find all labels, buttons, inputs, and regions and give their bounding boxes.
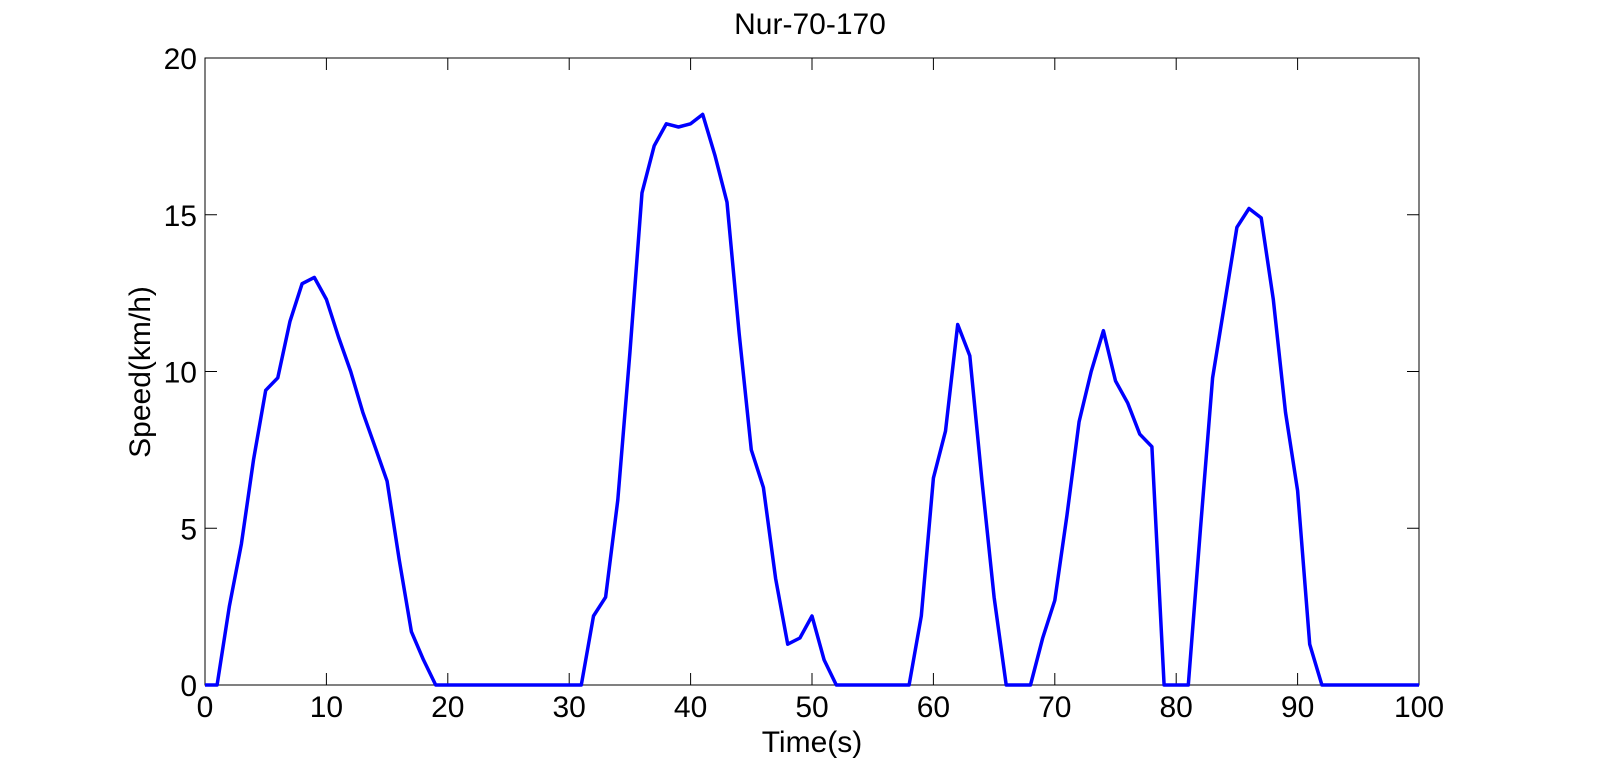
x-tick-label: 20: [431, 691, 464, 724]
y-axis: 0 5 10 15 20: [164, 43, 1419, 703]
x-tick-label: 60: [917, 691, 950, 724]
x-tick-label: 0: [197, 691, 214, 724]
x-tick-label: 100: [1394, 691, 1444, 724]
x-tick-label: 30: [553, 691, 586, 724]
plot-area: [204, 57, 1420, 686]
y-tick-label: 20: [164, 43, 197, 76]
series-layer: [205, 112, 1419, 687]
x-tick-label: 50: [795, 691, 828, 724]
x-tick-label: 90: [1281, 691, 1314, 724]
x-tick-label: 10: [310, 691, 343, 724]
chart-title: Nur-70-170: [734, 8, 886, 41]
y-tick-label: 0: [180, 670, 197, 703]
series-line: [205, 112, 1419, 687]
x-tick-label: 70: [1038, 691, 1071, 724]
y-tick-label: 15: [164, 200, 197, 233]
x-tick-label: 80: [1160, 691, 1193, 724]
x-tick-label: 40: [674, 691, 707, 724]
y-tick-label: 5: [180, 513, 197, 546]
x-axis: 0 10 20 30 40 50 60 70 80 90 100: [197, 58, 1444, 724]
x-axis-label: Time(s): [762, 726, 863, 759]
y-axis-label: Speed(km/h): [124, 286, 157, 458]
y-tick-label: 10: [164, 357, 197, 390]
